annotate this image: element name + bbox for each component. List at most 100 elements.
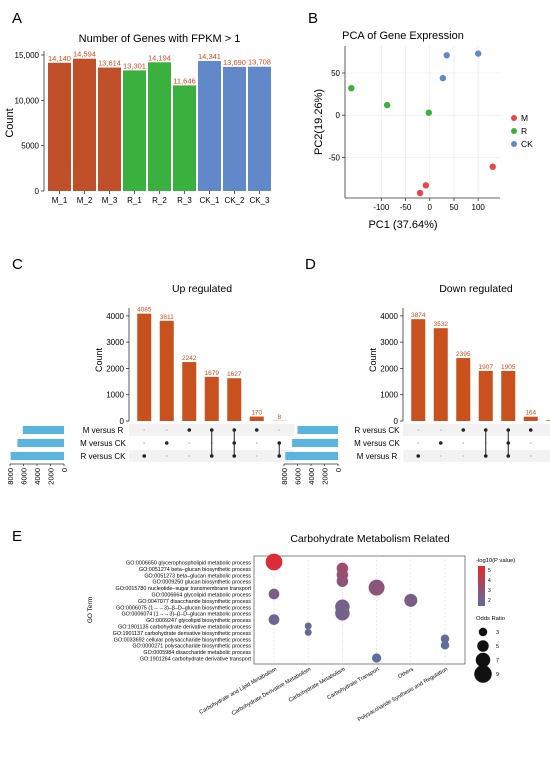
scatter-point [383, 101, 391, 109]
x-tick-label: 50 [450, 203, 459, 212]
bar [137, 313, 152, 421]
bar [182, 362, 197, 421]
bar-value-label: 14,140 [48, 54, 71, 63]
y-tick-label: 4000 [380, 312, 398, 321]
dot-point [265, 553, 283, 571]
set-axis-tick-label: 8000 [6, 468, 15, 485]
chart-title: Down regulated [439, 283, 513, 295]
bar [546, 420, 550, 421]
size-legend-label: 3 [496, 630, 499, 636]
legend-label: CK [521, 139, 533, 149]
y-tick-label: GO:0005984 disaccharide metabolic proces… [143, 650, 251, 656]
y-axis-label: Count [368, 348, 378, 373]
set-label: R versus CK [355, 426, 401, 435]
matrix-dot-inactive [188, 455, 191, 457]
set-axis-tick-label: 4000 [33, 468, 42, 485]
panel-d-upset-down: Down regulated Count 0 1000 2000 3000 4000 3874… [280, 283, 550, 485]
bar [248, 66, 271, 191]
y-tick-label: 0 [35, 187, 40, 196]
bar-value-label: 2395 [456, 351, 471, 358]
y-tick-label: -50 [328, 153, 340, 162]
matrix-dot-inactive [165, 455, 168, 457]
dot-point [304, 628, 312, 636]
matrix-dot-inactive [188, 442, 191, 444]
matrix-dot-inactive [462, 442, 465, 444]
bar-value-label: 11,646 [173, 76, 195, 85]
bar [123, 70, 146, 191]
bar [411, 319, 426, 421]
bar [523, 416, 538, 421]
bar-value-label: 164 [525, 410, 536, 417]
chart-title: Carbohydrate Metabolism Related [290, 533, 449, 545]
bar-value-label: 1905 [501, 364, 516, 371]
color-legend-tick: 3 [488, 588, 491, 594]
color-legend-tick: 5 [488, 568, 491, 574]
y-tick-label: GO:1901264 carbohydrate derivative trans… [140, 657, 252, 663]
bar-value-label: 8 [277, 414, 281, 421]
bar [501, 370, 516, 421]
set-label: M versus CK [80, 439, 126, 448]
panel-label-c: C [12, 256, 23, 273]
matrix-dot-active [528, 428, 533, 432]
matrix-dot-active [142, 454, 147, 458]
bar [433, 328, 448, 421]
bar-value-label: 13,690 [223, 58, 246, 67]
bar [227, 378, 242, 421]
panel-e-dot-plot: Carbohydrate Metabolism Related GO:000665… [87, 533, 515, 723]
y-tick-label: 15,000 [15, 51, 40, 60]
set-axis-tick-label: 0 [334, 468, 343, 472]
matrix-dot-active [187, 428, 192, 432]
matrix-dot-inactive [529, 455, 532, 457]
scatter-point [425, 109, 432, 116]
x-axis-label: PC1 (37.64%) [368, 219, 437, 231]
dot-point [440, 634, 450, 644]
set-size-bar [10, 452, 65, 460]
legend-label: R [521, 126, 527, 136]
bar [223, 66, 246, 191]
y-tick-label: 5000 [21, 142, 39, 151]
set-axis-tick-label: 6000 [20, 468, 29, 485]
scatter-point [489, 163, 496, 170]
x-tick-label: 0 [428, 203, 433, 212]
legend-swatch [511, 128, 517, 134]
bar-value-label: 4085 [137, 307, 152, 314]
y-tick-label: 0 [394, 417, 399, 426]
y-axis-label: GO Term [87, 597, 94, 623]
set-axis-tick-label: 2000 [47, 468, 56, 485]
matrix-dot-inactive [278, 429, 281, 431]
y-tick-label: 0 [120, 417, 125, 426]
set-axis-tick-label: 0 [60, 468, 69, 472]
bar-value-label: 13,614 [98, 59, 121, 68]
color-legend-tick: 2 [488, 598, 491, 604]
bar [148, 62, 171, 191]
set-size-bar [297, 426, 338, 434]
bar-value-label: 1679 [205, 370, 220, 377]
panel-label-b: B [308, 10, 318, 27]
set-axis-tick-label: 2000 [321, 468, 330, 485]
bar-value-label: 3532 [434, 321, 449, 328]
x-tick-label: CK_3 [249, 196, 270, 205]
x-tick-label: -100 [373, 203, 390, 212]
bar [198, 60, 221, 192]
panel-b-pca-scatter: PCA of Gene Expression -100 -50 0 50 100 -50 0 5… [313, 30, 533, 231]
y-tick-label: GO:0000271 polysaccharide biosynthetic p… [132, 644, 251, 650]
dot-point [304, 622, 312, 630]
bar [204, 376, 219, 421]
y-tick-label: GO:0006664 glycolipid metabolic process [152, 593, 252, 599]
dot-point [368, 579, 385, 596]
bar-value-label: 13,708 [248, 58, 271, 67]
size-legend-dot [478, 627, 488, 637]
x-tick-label: R_3 [177, 196, 192, 205]
matrix-dot-inactive [439, 429, 442, 431]
y-tick-label: GO:0015780 nucleotide–sugar transmembran… [116, 586, 252, 592]
bar-value-label: 3874 [411, 312, 426, 319]
y-axis-label: Count [4, 108, 16, 137]
set-size-bar [22, 426, 64, 434]
y-tick-label: GO:0006075 (1→→3)–β–D–glucan biosyntheti… [116, 605, 251, 611]
matrix-dot-active [461, 428, 466, 432]
scatter-point [443, 52, 450, 59]
size-legend-label: 5 [496, 644, 499, 650]
dot-point [371, 653, 382, 663]
chart-title: PCA of Gene Expression [342, 30, 464, 42]
